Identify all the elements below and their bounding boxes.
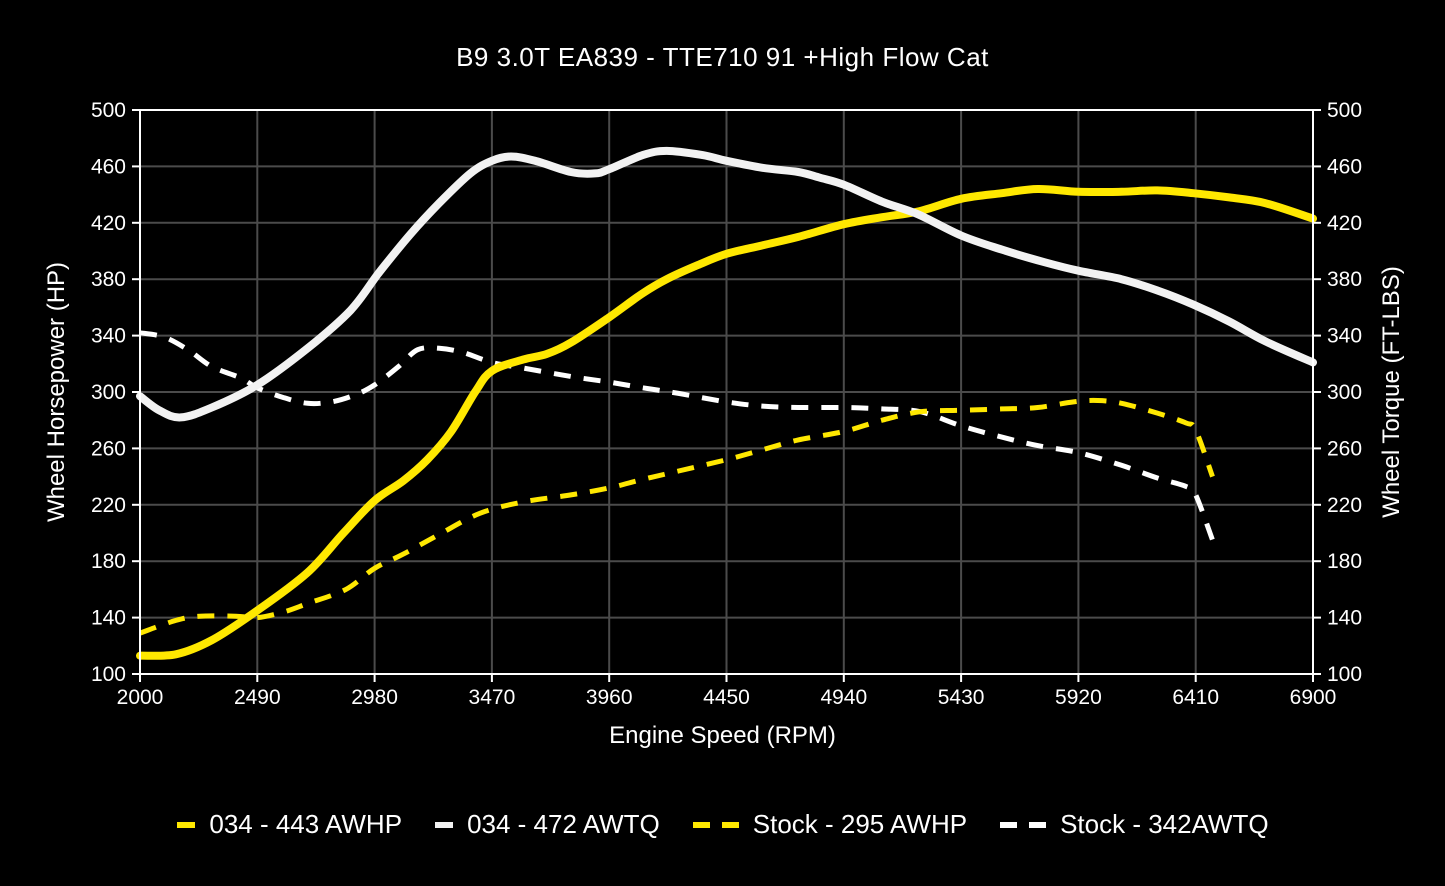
y-tick-label-right: 100 bbox=[1327, 663, 1362, 686]
legend-item-034-472-awtq: 034 - 472 AWTQ bbox=[434, 809, 660, 840]
legend-item-stock-342awtq: Stock - 342AWTQ bbox=[999, 809, 1269, 840]
y-tick-label-left: 100 bbox=[91, 663, 126, 686]
curve-034-472-awtq bbox=[136, 146, 1317, 422]
curve-stock-295-awhp bbox=[139, 397, 1215, 636]
y-tick-label-right: 340 bbox=[1327, 325, 1362, 348]
y-tick-label-right: 380 bbox=[1327, 268, 1362, 291]
y-tick-label-left: 140 bbox=[91, 607, 126, 630]
x-tick-label: 2490 bbox=[234, 686, 281, 709]
dashed-line-swatch-icon bbox=[1000, 821, 1047, 828]
legend-label: Stock - 342AWTQ bbox=[1060, 809, 1269, 839]
x-tick-label: 4450 bbox=[703, 686, 750, 709]
y-tick-label-left: 420 bbox=[91, 212, 126, 235]
curve-034-443-awhp bbox=[136, 184, 1317, 660]
solid-line-swatch-icon bbox=[435, 821, 454, 828]
y-tick-label-left: 460 bbox=[91, 155, 126, 178]
y-tick-label-left: 500 bbox=[91, 99, 126, 122]
y-tick-label-left: 300 bbox=[91, 381, 126, 404]
x-tick-label: 5920 bbox=[1055, 686, 1102, 709]
dashed-line-swatch-icon bbox=[692, 821, 739, 828]
y-axis-label-left: Wheel Horsepower (HP) bbox=[43, 261, 70, 523]
y-tick-label-left: 220 bbox=[91, 494, 126, 517]
legend-label: Stock - 295 AWHP bbox=[752, 809, 968, 839]
legend-label: 034 - 472 AWTQ bbox=[467, 809, 660, 839]
y-tick-label-right: 140 bbox=[1327, 607, 1362, 630]
x-tick-label: 3470 bbox=[469, 686, 516, 709]
curve-stock-342awtq bbox=[139, 330, 1215, 541]
x-tick-label: 6900 bbox=[1290, 686, 1337, 709]
y-tick-label-right: 500 bbox=[1327, 99, 1362, 122]
x-axis-label: Engine Speed (RPM) bbox=[609, 722, 836, 749]
y-tick-label-left: 260 bbox=[91, 437, 126, 460]
x-tick-label: 2000 bbox=[117, 686, 164, 709]
y-tick-label-left: 380 bbox=[91, 268, 126, 291]
x-tick-label: 5430 bbox=[938, 686, 985, 709]
y-tick-label-left: 340 bbox=[91, 325, 126, 348]
y-tick-label-right: 220 bbox=[1327, 494, 1362, 517]
y-tick-label-right: 460 bbox=[1327, 155, 1362, 178]
legend-item-stock-295-awhp: Stock - 295 AWHP bbox=[692, 809, 967, 840]
legend-item-034-443-awhp: 034 - 443 AWHP bbox=[176, 809, 402, 840]
solid-line-swatch-icon bbox=[177, 821, 196, 828]
x-tick-label: 4940 bbox=[820, 686, 867, 709]
chart-title: B9 3.0T EA839 - TTE710 91 +High Flow Cat bbox=[456, 42, 989, 72]
x-tick-label: 3960 bbox=[586, 686, 633, 709]
legend-label: 034 - 443 AWHP bbox=[209, 809, 403, 839]
x-tick-label: 6410 bbox=[1172, 686, 1219, 709]
legend: 034 - 443 AWHP 034 - 472 AWTQ Stock - 295 … bbox=[0, 809, 1445, 840]
y-tick-label-right: 180 bbox=[1327, 550, 1362, 573]
x-tick-label: 2980 bbox=[351, 686, 398, 709]
y-tick-label-right: 260 bbox=[1327, 437, 1362, 460]
y-axis-label-right: Wheel Torque (FT-LBS) bbox=[1378, 266, 1405, 518]
y-tick-label-right: 420 bbox=[1327, 212, 1362, 235]
y-tick-label-right: 300 bbox=[1327, 381, 1362, 404]
y-tick-label-left: 180 bbox=[91, 550, 126, 573]
